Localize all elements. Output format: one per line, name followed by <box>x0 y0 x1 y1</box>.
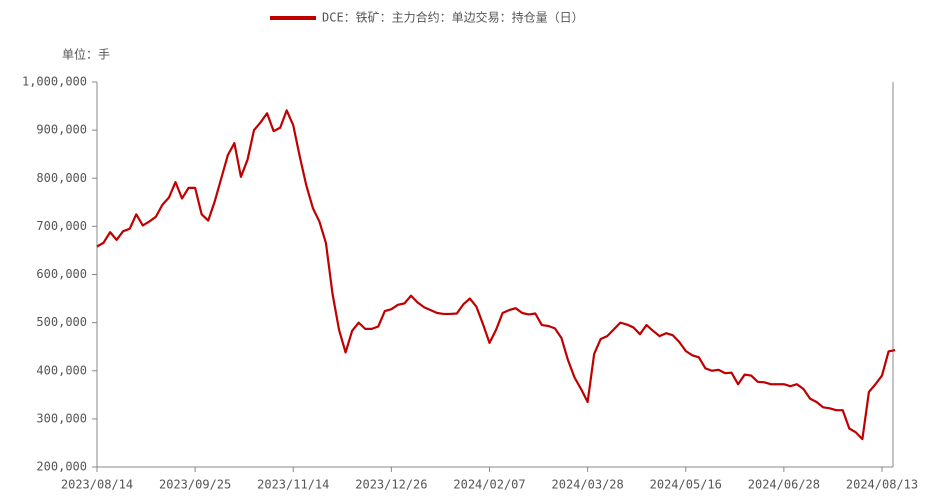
y-tick-label: 400,000 <box>36 363 87 377</box>
x-tick-label: 2024/02/07 <box>453 478 525 492</box>
unit-label: 单位：手 <box>62 47 110 62</box>
x-tick-label: 2023/12/26 <box>355 478 427 492</box>
y-tick-label: 900,000 <box>36 123 87 137</box>
y-tick-label: 500,000 <box>36 315 87 329</box>
x-tick-label: 2023/11/14 <box>257 478 329 492</box>
x-tick-label: 2024/05/16 <box>650 478 722 492</box>
y-tick-label: 1,000,000 <box>22 75 87 89</box>
y-tick-label: 600,000 <box>36 267 87 281</box>
y-tick-label: 800,000 <box>36 171 87 185</box>
legend-label: DCE：铁矿：主力合约：单边交易：持仓量（日） <box>322 10 584 25</box>
line-series <box>96 109 896 441</box>
x-tick-label: 2024/03/28 <box>552 478 624 492</box>
x-tick-label: 2023/08/14 <box>61 478 133 492</box>
x-tick-label: 2024/08/13 <box>846 478 918 492</box>
x-tick-label: 2024/06/28 <box>748 478 820 492</box>
y-tick-label: 700,000 <box>36 219 87 233</box>
y-tick-label: 200,000 <box>36 460 87 474</box>
y-tick-label: 300,000 <box>36 411 87 425</box>
x-tick-label: 2023/09/25 <box>159 478 231 492</box>
